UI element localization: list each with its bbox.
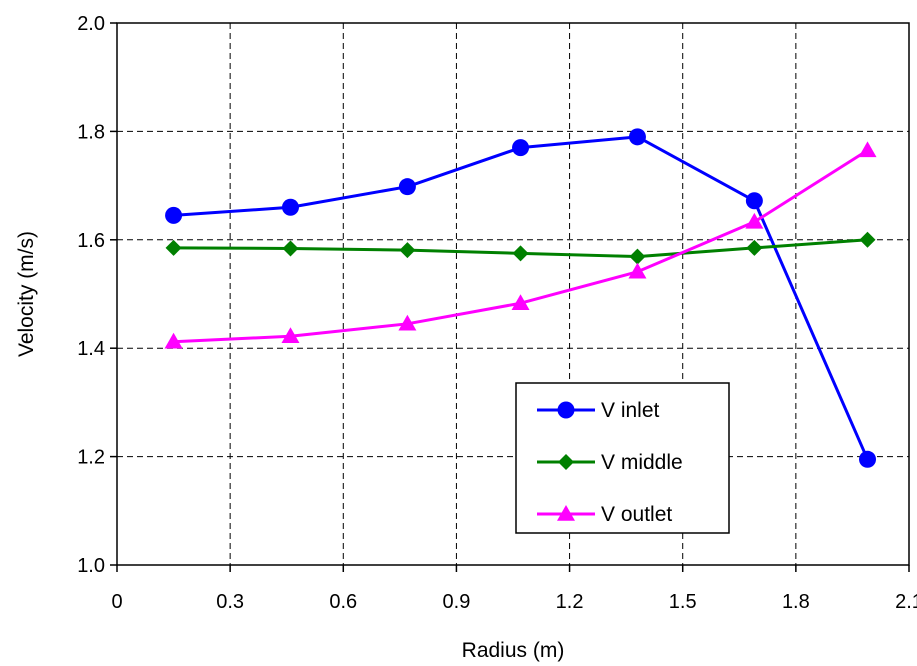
v-inlet-point xyxy=(859,450,877,468)
x-tick-label: 2.1 xyxy=(895,591,917,613)
y-tick-label: 1.6 xyxy=(77,230,105,252)
y-tick-label: 1.0 xyxy=(77,555,105,577)
legend-entries: V inlet V middle V outlet xyxy=(537,399,683,526)
legend-entry-v-middle: V middle xyxy=(537,451,683,474)
legend-label: V outlet xyxy=(601,503,672,526)
v-inlet-point xyxy=(745,192,763,210)
v-outlet-point xyxy=(628,262,647,279)
v-middle-point xyxy=(512,245,529,262)
y-axis-title: Velocity (m/s) xyxy=(15,231,38,357)
v-outlet-point xyxy=(281,327,300,344)
v-middle-point xyxy=(282,240,299,257)
legend-swatch-marker xyxy=(557,505,575,521)
x-tick-label: 1.8 xyxy=(782,591,810,613)
y-tick-label: 1.8 xyxy=(77,121,105,143)
legend-label: V inlet xyxy=(601,399,660,422)
v-middle-point xyxy=(859,231,876,248)
v-inlet-point xyxy=(281,198,299,216)
v-inlet-point xyxy=(165,206,183,224)
x-tick-label: 0.9 xyxy=(443,591,471,613)
series-v-inlet xyxy=(165,128,877,468)
x-tick-label: 1.5 xyxy=(669,591,697,613)
plot-frame xyxy=(116,22,910,566)
series-v-middle xyxy=(165,231,876,265)
v-outlet-point xyxy=(164,332,183,349)
v-middle-point xyxy=(399,242,416,259)
v-middle-point xyxy=(165,239,182,256)
y-tick-label: 1.2 xyxy=(77,447,105,469)
x-axis-title: Radius (m) xyxy=(462,639,565,662)
v-outlet-point xyxy=(745,212,764,229)
v-inlet-point xyxy=(628,128,646,146)
legend-entry-v-outlet: V outlet xyxy=(537,503,672,526)
legend-swatch-marker xyxy=(557,401,575,419)
x-tick-label: 0.6 xyxy=(329,591,357,613)
y-tick-label: 2.0 xyxy=(77,13,105,35)
legend-entry-v-inlet: V inlet xyxy=(537,399,660,422)
series-v-outlet xyxy=(164,141,877,349)
v-middle-point xyxy=(629,248,646,265)
x-tick-label: 1.2 xyxy=(556,591,584,613)
legend: V inlet V middle V outlet xyxy=(515,382,730,534)
plot-area xyxy=(117,23,909,565)
v-outlet-point xyxy=(398,314,417,331)
legend-box xyxy=(515,382,730,534)
x-tick-label: 0 xyxy=(111,591,122,613)
v-outlet-point xyxy=(858,141,877,158)
v-middle-point xyxy=(746,239,763,256)
v-inlet-point xyxy=(398,178,416,196)
series-layer xyxy=(164,128,877,468)
v-outlet-point xyxy=(511,294,530,310)
y-tick-label: 1.4 xyxy=(77,338,105,360)
legend-swatch-marker xyxy=(558,454,574,470)
legend-label: V middle xyxy=(601,451,683,474)
axis-ticks: 0 0.3 0.6 0.9 1.2 1.5 1.8 2.1 1.0 1.2 1.4 1.6 1.8 2.0 xyxy=(77,13,917,613)
x-tick-label: 0.3 xyxy=(216,591,244,613)
v-inlet-point xyxy=(512,139,530,157)
